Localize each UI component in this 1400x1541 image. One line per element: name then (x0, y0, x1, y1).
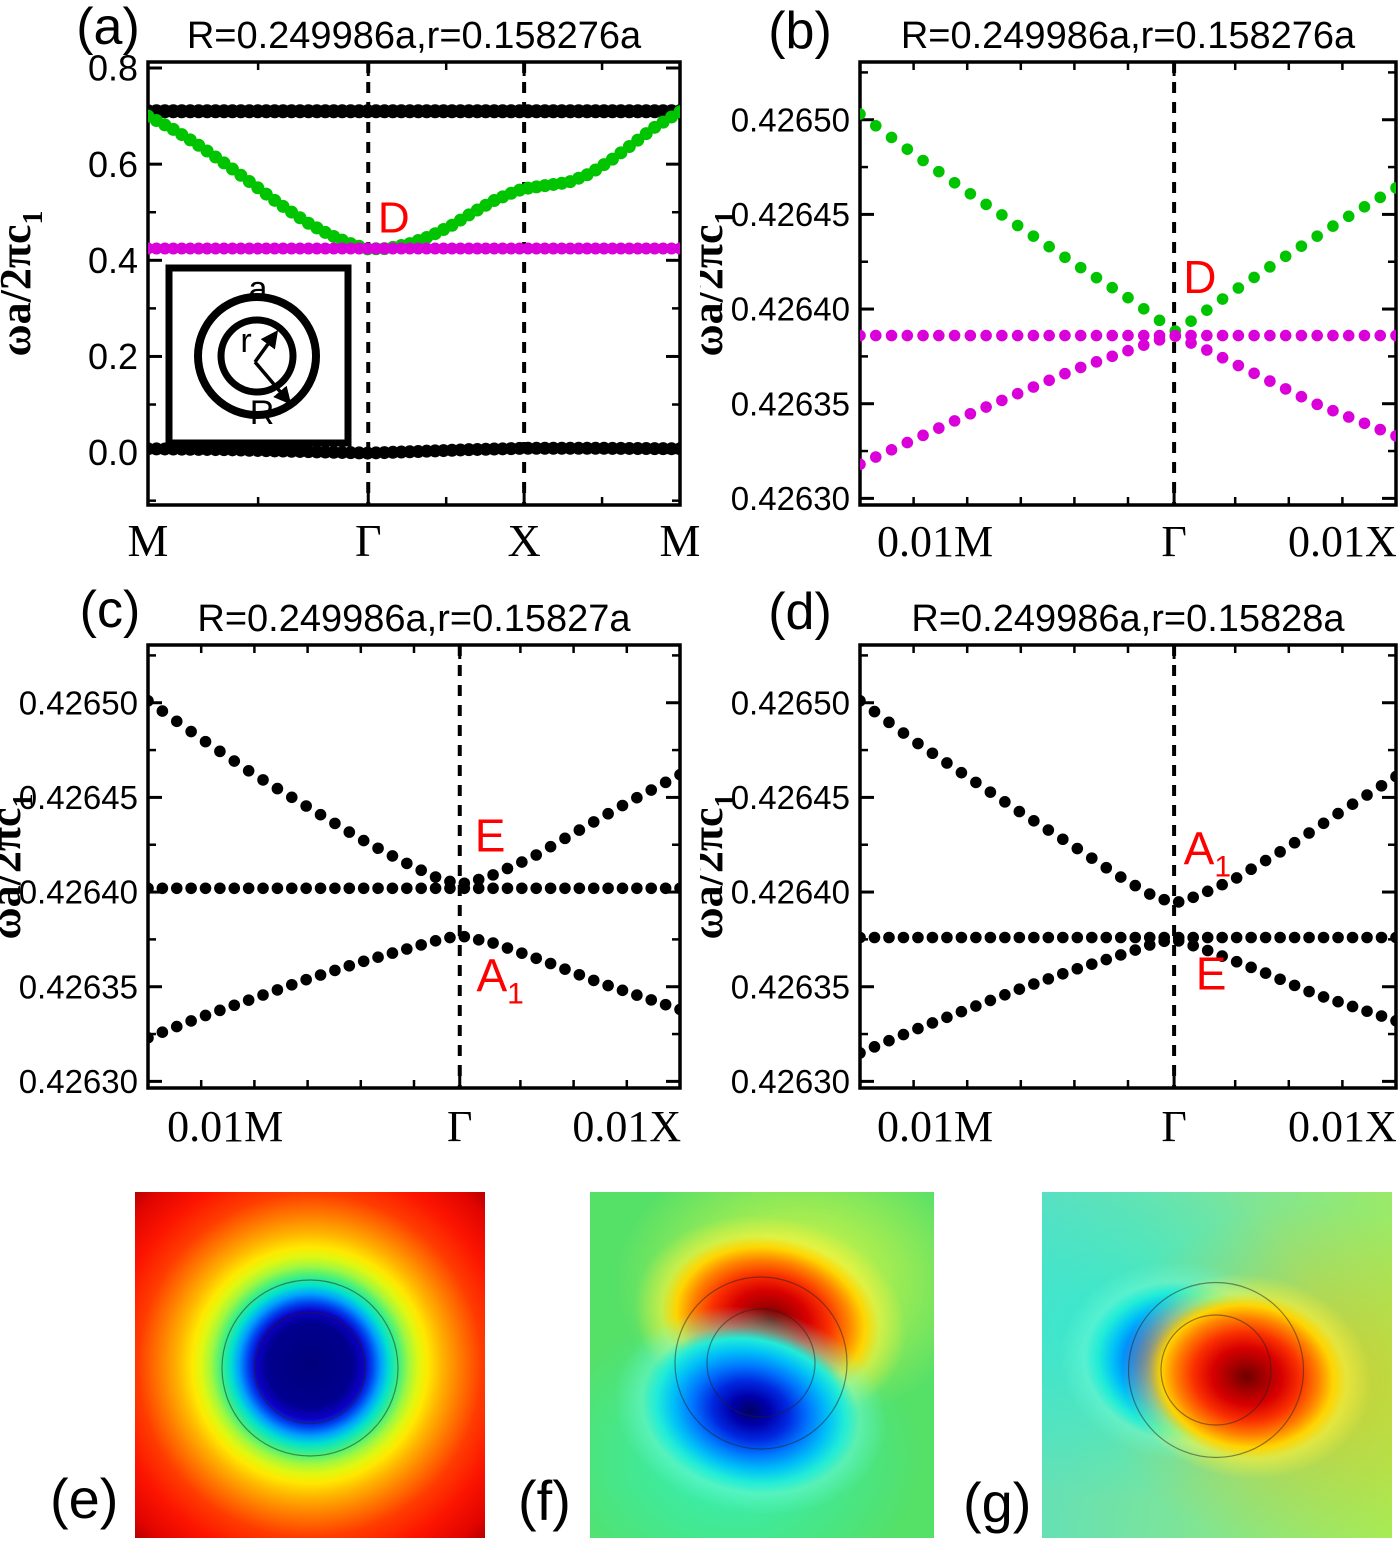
band-green-dispersive-band (148, 105, 680, 256)
y-tick-label: 0.42640 (19, 874, 138, 911)
lattice-constant-label: a (249, 270, 268, 308)
mode-annotation: D (378, 193, 410, 242)
band-magenta-flat-band (148, 242, 680, 255)
y-axis-title: ωa/2πc1 (0, 210, 49, 356)
x-tick-label: Γ (355, 515, 382, 566)
panel-title: R=0.249986a,r=0.15827a (197, 598, 631, 640)
x-tick-label: 0.01M (167, 1102, 283, 1151)
band-lower-A1-band (148, 930, 680, 1044)
x-tick-label: 0.01X (572, 1102, 681, 1151)
y-tick-label: 0.42640 (731, 291, 850, 328)
y-tick-label: 0.42630 (19, 1063, 138, 1100)
panel-letter: (a) (76, 0, 140, 56)
band-magenta-flat-band (860, 329, 1396, 342)
band-upper-flat-black-band (148, 104, 680, 119)
x-tick-label: Γ (1161, 517, 1186, 566)
field-map-f (590, 1192, 934, 1538)
rod-outline-circles (1127, 1281, 1305, 1459)
y-tick-label: 0.42635 (731, 385, 850, 422)
y-tick-label: 0.42630 (731, 480, 850, 517)
y-tick-label: 0.4 (88, 240, 138, 281)
panel-title: R=0.249986a,r=0.15828a (911, 598, 1345, 640)
band-flat-band (860, 931, 1396, 944)
field-map-g (1042, 1192, 1392, 1538)
panel-letter: (d) (768, 583, 832, 641)
band-structure-zoom-panel-d: R=0.249986a,r=0.15828a (d) ωa/2πc1 0.42630 0… (683, 575, 1400, 1172)
y-tick-label: 0.42650 (731, 684, 850, 721)
panel-label-e: (e) (50, 1467, 119, 1530)
rod-outline-circles (221, 1279, 399, 1457)
unit-cell-inset: arR (165, 264, 352, 447)
y-tick-label: 0.42640 (731, 874, 850, 911)
y-tick-label: 0.6 (88, 144, 138, 185)
x-tick-label: 0.01X (1288, 517, 1397, 566)
x-tick-label: M (660, 515, 700, 566)
mode-annotation: D (1183, 251, 1216, 303)
field-map-e (135, 1192, 485, 1538)
y-axis-title: ωa/2πc1 (0, 793, 39, 939)
x-tick-label: M (128, 515, 169, 566)
x-tick-label: 0.01X (1288, 1102, 1397, 1151)
panel-label-g: (g) (963, 1471, 1032, 1534)
mode-annotation: A1 (476, 949, 523, 1010)
panel-label-f: (f) (518, 1469, 571, 1532)
y-tick-label: 0.2 (88, 336, 138, 377)
band-upper-band (148, 695, 680, 890)
band-green-upper-cone (860, 108, 1396, 337)
y-tick-label: 0.42645 (731, 779, 850, 816)
band-magenta-lower-cone (860, 330, 1396, 471)
rod-outline-circles (674, 1276, 848, 1450)
band-flat-E-band (148, 882, 680, 895)
mode-annotation: E (475, 809, 506, 861)
panel-title: R=0.249986a,r=0.158276a (187, 15, 642, 57)
y-tick-label: 0.42630 (731, 1063, 850, 1100)
band-structure-panel-a: R=0.249986a,r=0.158276a (a) ωa/2πc1 0.0 0.2 0… (0, 0, 700, 580)
y-tick-label: 0.42650 (19, 684, 138, 721)
y-tick-label: 0.42650 (731, 101, 850, 138)
panel-title: R=0.249986a,r=0.158276a (901, 15, 1356, 57)
mode-annotation: E (1196, 948, 1227, 1000)
inner-radius-label: r (240, 322, 251, 360)
band-lower-E-band (860, 935, 1396, 1059)
band-structure-zoom-panel-c: R=0.249986a,r=0.15827a (c) ωa/2πc1 0.42630 0… (0, 575, 700, 1172)
band-structure-zoom-panel-b: R=0.249986a,r=0.158276a (b) ωa/2πc1 0.42630… (683, 0, 1400, 580)
x-tick-label: Γ (1161, 1102, 1186, 1151)
y-tick-label: 0.0 (88, 432, 138, 473)
outer-radius-label: R (250, 394, 275, 432)
x-tick-label: X (508, 515, 541, 566)
y-tick-label: 0.42645 (731, 196, 850, 233)
y-tick-label: 0.42635 (731, 968, 850, 1005)
y-tick-label: 0.42635 (19, 968, 138, 1005)
y-tick-label: 0.42645 (19, 779, 138, 816)
panel-letter: (b) (768, 2, 832, 60)
panel-letter: (c) (80, 581, 141, 639)
mode-annotation: A1 (1184, 823, 1231, 884)
x-tick-label: 0.01M (877, 1102, 993, 1151)
y-tick-label: 0.8 (88, 48, 138, 89)
x-tick-label: 0.01M (877, 517, 993, 566)
x-tick-label: Γ (447, 1102, 472, 1151)
band-upper-A1-band (860, 695, 1396, 908)
